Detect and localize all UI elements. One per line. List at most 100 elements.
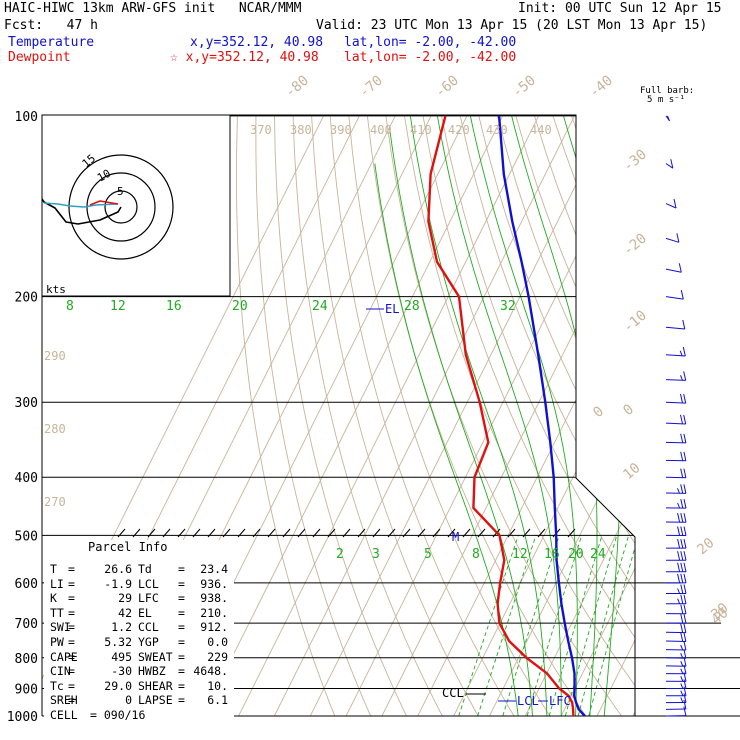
barb-flag — [677, 526, 681, 536]
dry-adiabat-line — [441, 115, 635, 716]
parcel-equals: = — [68, 678, 75, 693]
theta-label: 370 — [250, 123, 272, 137]
barb-flag — [683, 623, 687, 633]
m-label: M — [452, 530, 459, 544]
wind-barb — [665, 699, 687, 710]
isotherm-line — [482, 115, 635, 716]
barb-flag — [682, 346, 686, 357]
moist-adiabat-line — [374, 163, 519, 716]
barb-flag — [683, 414, 687, 425]
wind-barb — [665, 346, 686, 357]
barb-flag — [683, 562, 687, 572]
dry-adiabat-line — [404, 115, 635, 716]
barb-flag — [680, 451, 684, 461]
mixing-ratio-line — [548, 535, 603, 716]
hodograph-box: kts — [41, 114, 231, 297]
theta-label: 280 — [44, 422, 66, 436]
barb-flag — [680, 526, 684, 536]
mixing-ratio-label: 2 — [336, 547, 344, 562]
hatch-mark — [132, 528, 141, 538]
hatch-mark — [237, 528, 246, 538]
dry-adiabat-line — [348, 115, 551, 716]
wind-barb — [665, 693, 687, 704]
isotherm-line — [267, 115, 582, 716]
parcel-equals: = — [68, 693, 75, 708]
pressure-label: 1000 — [7, 710, 38, 725]
hatch-mark — [267, 528, 276, 538]
barb-flag — [683, 614, 687, 624]
barb-flag — [677, 502, 681, 509]
isotherm-line — [410, 115, 635, 716]
barb-flag — [683, 551, 687, 561]
wind-barb — [665, 468, 687, 479]
wind-barb — [665, 263, 682, 273]
dewpoint-xy: ☆ x,y=352.12, 40.98 — [170, 50, 319, 65]
parcel-param-name: LI — [50, 576, 64, 591]
barb-flag — [680, 562, 684, 572]
wind-barb — [666, 562, 687, 573]
barb-flag — [680, 683, 684, 689]
lcl-label: LCL — [517, 694, 539, 708]
theta-label: 400 — [370, 123, 392, 137]
parcel-equals: = — [178, 664, 185, 679]
pressure-label: 900 — [15, 683, 38, 698]
barb-flag — [680, 676, 684, 682]
theta-label: 410 — [410, 123, 432, 137]
dry-adiabat-line — [255, 115, 372, 716]
barb-flag — [680, 697, 684, 703]
hodograph-frame — [41, 114, 231, 297]
parcel-param-name: TT — [50, 605, 64, 620]
dewpoint-line — [427, 115, 575, 716]
wind-barb — [665, 632, 687, 642]
hatch-mark — [117, 528, 126, 538]
hatch-mark — [522, 528, 531, 538]
pressure-labels: 100 200 300 400 500 600 700 800 900 1000 — [7, 110, 38, 725]
isotherm-label: -20 — [620, 231, 650, 260]
isotherm-label: -40 — [586, 73, 616, 102]
barb-flag — [680, 375, 683, 381]
barb-flag — [677, 562, 681, 572]
barb-flag — [680, 668, 684, 674]
parcel-param-value: 10. — [207, 678, 228, 693]
barb-flag — [680, 551, 684, 561]
isotherm-line — [626, 115, 635, 716]
moist-adiabat-label: 24 — [312, 299, 328, 314]
isotherm-label: 20 — [694, 535, 717, 558]
dry-adiabat-line — [646, 116, 740, 716]
wind-barb — [665, 614, 687, 624]
isotherm-line — [446, 115, 635, 716]
mixing-ratio-line — [458, 535, 519, 716]
parcel-equals: = — [178, 620, 185, 635]
hodograph-trace-low — [89, 200, 119, 206]
barb-staff — [665, 326, 685, 330]
parcel-param-value: 42 — [118, 605, 132, 620]
isotherm-line — [303, 115, 618, 716]
barb-flag — [683, 526, 687, 536]
moist-adiabat-label: 16 — [166, 299, 182, 314]
isotherm-line — [375, 115, 635, 716]
barb-legend: Full barb: 5 m s⁻¹ — [640, 86, 695, 105]
parcel-param-value: 938. — [200, 591, 228, 606]
parcel-param-name: CIN — [50, 664, 71, 679]
dry-adiabat-line — [552, 115, 635, 716]
wind-barb — [666, 584, 687, 594]
hatch-mark — [387, 528, 396, 538]
wind-barb — [665, 371, 687, 381]
theta-label: 420 — [448, 123, 470, 137]
mixing-ratio-label: 5 — [424, 547, 432, 562]
parcel-info-title: Parcel Info — [88, 540, 168, 554]
parcel-cell-value: = 090/16 — [90, 708, 146, 722]
barb-flag — [680, 538, 684, 549]
barb-flag — [680, 289, 684, 300]
wind-barb — [665, 484, 687, 494]
mixing-ratio-lines — [458, 535, 635, 716]
mixing-ratio-line — [588, 535, 635, 716]
isotherm-line — [195, 115, 510, 716]
hodograph-units: kts — [46, 283, 66, 296]
parcel-param-name: SWEAT — [138, 649, 173, 664]
barb-flag — [683, 513, 687, 523]
parcel-param-value: 495 — [111, 649, 132, 664]
barb-flag — [680, 614, 684, 624]
ccl-label: CCL — [442, 686, 464, 700]
